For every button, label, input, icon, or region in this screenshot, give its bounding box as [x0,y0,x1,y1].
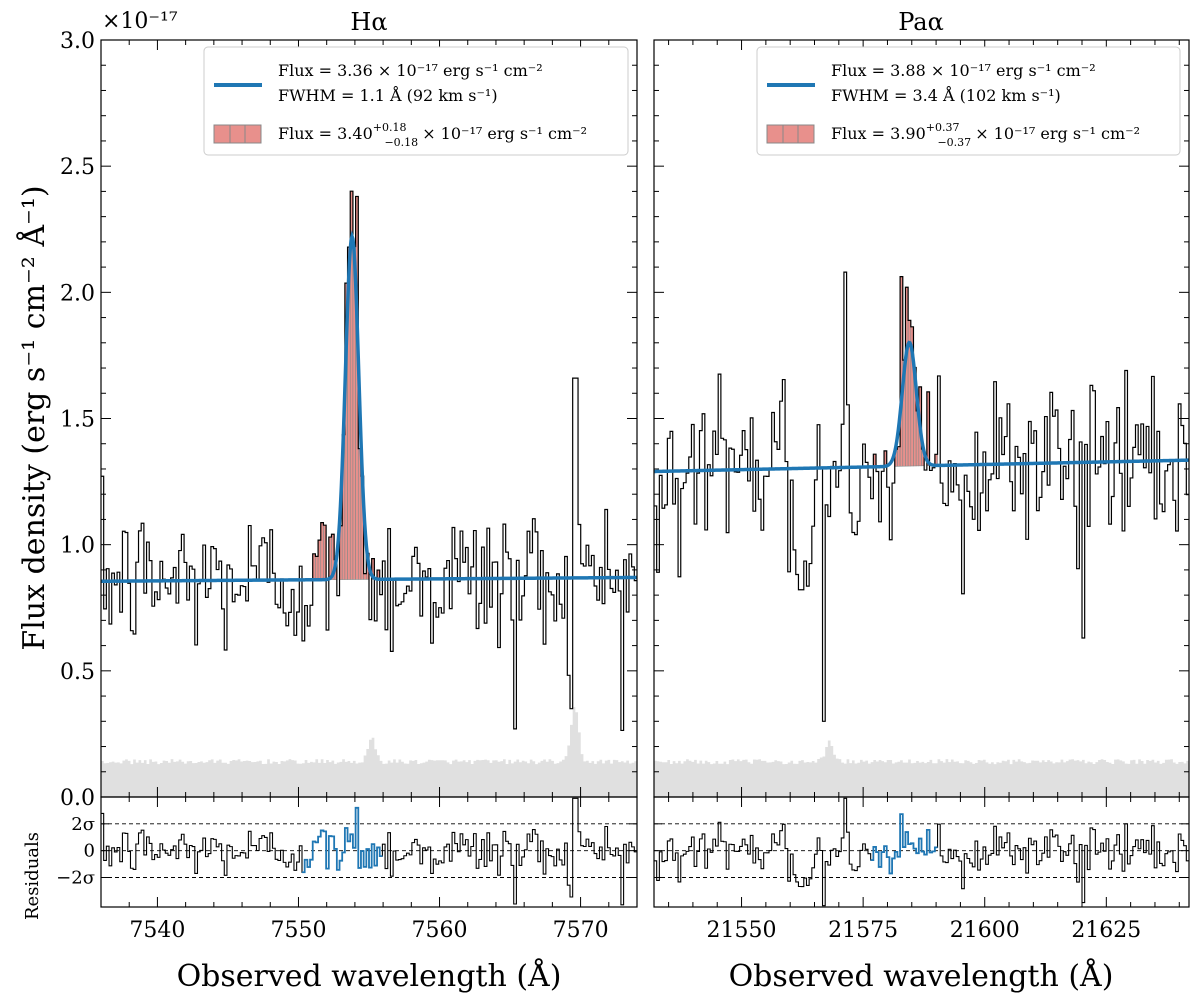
integrated-flux-bar [315,556,319,581]
halpha-title: Hα [350,8,387,36]
legend-frame [203,46,629,156]
y-tick-label: 0.5 [60,660,95,685]
legend-integrated-value: Flux = 3.90 [831,124,926,143]
noise-spectrum [654,740,1189,797]
x-tick-label: 7570 [553,918,609,943]
y-tick-label: 1.5 [60,408,95,433]
legend-integrated-sub: −0.37 [937,136,971,149]
legend-fit-fwhm: FWHM = 1.1 Å (92 km s⁻¹) [278,85,498,105]
y-axis-label: Flux density (erg s⁻¹ cm⁻² Å⁻¹) [16,185,52,650]
x-tick-label: 21550 [707,918,777,943]
legend-integrated-rest: × 10⁻¹⁷ erg s⁻¹ cm⁻² [422,124,587,143]
paalpha-main-panel [653,39,1190,798]
gaussian-fit-line [653,340,1190,474]
legend-integrated-patch [213,124,262,144]
residual-plot-frame [100,796,638,908]
integrated-flux-region [312,190,381,581]
x-tick-label: 21575 [828,918,898,943]
y-tick-label: 2.0 [60,281,95,306]
legend-integrated-sup: +0.18 [373,121,407,134]
residual-y-tick-label: 2σ [71,814,95,835]
noise-spectrum [101,707,637,797]
paalpha-residual-panel: 21550 21575 21600 21625 [653,796,1190,943]
residual-plot-frame [653,796,1190,908]
halpha-residual-panel: 7540 7550 7560 7570 2σ 0 −2σ [56,796,638,943]
legend-integrated-sub: −0.18 [384,136,418,149]
legend-frame [756,46,1181,156]
legend-integrated-sup: +0.37 [926,121,960,134]
residual-y-tick-label: 0 [84,841,95,862]
residual-line-region [870,813,938,875]
y-exponent-label: ×10⁻¹⁷ [102,9,178,34]
integrated-flux-bar [363,573,367,580]
legend-integrated-patch [766,124,815,144]
x-tick-label: 21625 [1071,918,1141,943]
x-tick-label: 7540 [129,918,185,943]
residuals-axis-label: Residuals [22,832,43,920]
legend-fit-fwhm: FWHM = 3.4 Å (102 km s⁻¹) [831,85,1061,105]
x-tick-label: 21600 [950,918,1020,943]
legend-fit-flux: Flux = 3.88 × 10⁻¹⁷ erg s⁻¹ cm⁻² [831,61,1096,80]
legend-integrated-flux: Flux = 3.90+0.37 −0.37 × 10⁻¹⁷ erg s⁻¹ cm⁻… [831,121,1140,149]
x-tick-label: 7560 [412,918,468,943]
gaussian-fit-line [101,230,638,583]
paalpha-x-axis-label: Observed wavelength (Å) [729,958,1114,994]
halpha-x-axis-label: Observed wavelength (Å) [177,958,562,994]
y-tick-label: 0.0 [60,786,95,811]
y-tick-label: 2.5 [60,155,95,180]
legend-integrated-rest: × 10⁻¹⁷ erg s⁻¹ cm⁻² [975,124,1140,143]
halpha-main-panel: 0.0 0.5 1.0 1.5 2.0 2.5 3.0 [60,29,638,811]
legend-integrated-flux: Flux = 3.40+0.18 −0.18 × 10⁻¹⁷ erg s⁻¹ cm⁻… [278,121,587,149]
residual-y-tick-label: −2σ [56,867,95,888]
x-tick-label: 7550 [270,918,326,943]
legend-fit-flux: Flux = 3.36 × 10⁻¹⁷ erg s⁻¹ cm⁻² [278,61,543,80]
residual-line-region [302,806,383,874]
observed-spectrum [101,190,637,732]
paalpha-legend: Flux = 3.88 × 10⁻¹⁷ erg s⁻¹ cm⁻² FWHM = … [756,46,1181,156]
paalpha-title: Paα [898,8,944,36]
observed-spectrum [654,271,1189,722]
legend-integrated-value: Flux = 3.40 [278,124,373,143]
y-tick-label: 3.0 [60,29,95,54]
halpha-legend: Flux = 3.36 × 10⁻¹⁷ erg s⁻¹ cm⁻² FWHM = … [203,46,629,156]
y-tick-label: 1.0 [60,534,95,559]
